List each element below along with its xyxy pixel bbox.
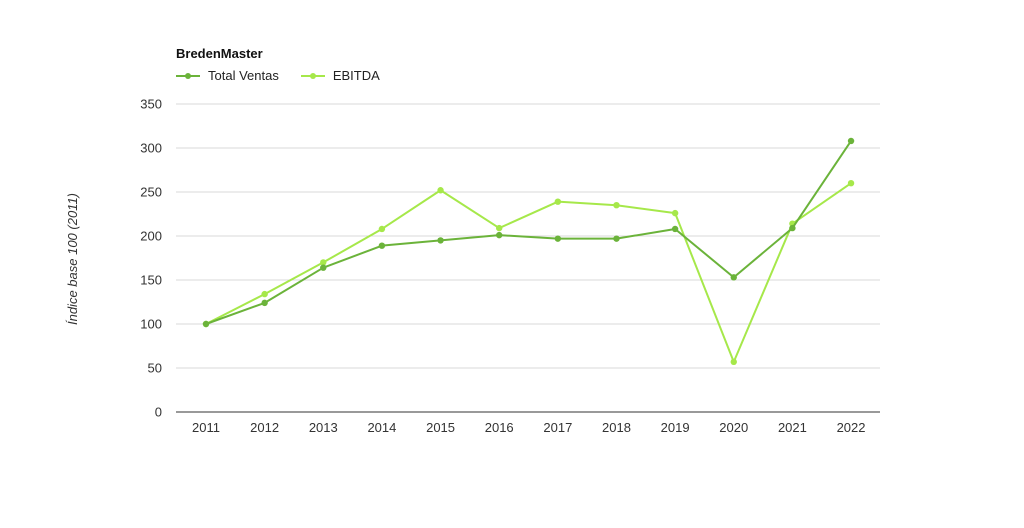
y-tick-label: 150 xyxy=(140,273,162,288)
data-point-ebitda[interactable] xyxy=(730,358,737,366)
x-tick-label: 2022 xyxy=(837,420,866,435)
x-tick-label: 2014 xyxy=(367,420,396,435)
data-point-total-ventas[interactable] xyxy=(789,224,796,232)
data-point-total-ventas[interactable] xyxy=(671,225,679,233)
x-tick-label: 2019 xyxy=(661,420,690,435)
y-tick-label: 350 xyxy=(140,97,162,112)
legend-swatch-total-ventas xyxy=(176,70,200,82)
y-tick-label: 50 xyxy=(148,361,162,376)
x-tick-label: 2015 xyxy=(426,420,455,435)
x-tick-label: 2020 xyxy=(719,420,748,435)
y-tick-label: 0 xyxy=(155,405,162,420)
data-point-total-ventas[interactable] xyxy=(730,274,737,281)
y-tick-label: 300 xyxy=(140,141,162,156)
y-tick-label: 100 xyxy=(140,317,162,332)
data-point-total-ventas[interactable] xyxy=(613,235,620,242)
data-point-ebitda[interactable] xyxy=(496,224,503,232)
x-tick-label: 2017 xyxy=(543,420,572,435)
legend-title: BredenMaster xyxy=(176,46,263,61)
data-point-ebitda[interactable] xyxy=(847,180,855,187)
data-point-total-ventas[interactable] xyxy=(261,299,268,307)
data-point-ebitda[interactable] xyxy=(320,259,327,266)
data-point-total-ventas[interactable] xyxy=(496,231,503,239)
data-point-total-ventas[interactable] xyxy=(320,264,327,271)
data-point-total-ventas[interactable] xyxy=(437,237,444,244)
series xyxy=(202,137,855,366)
x-tick-label: 2011 xyxy=(192,420,220,435)
data-point-ebitda[interactable] xyxy=(378,225,386,233)
series-line-total-ventas xyxy=(205,140,852,325)
x-tick-label: 2012 xyxy=(250,420,279,435)
data-point-ebitda[interactable] xyxy=(554,198,562,205)
legend: Total Ventas EBITDA xyxy=(176,68,402,83)
series-line-ebitda xyxy=(205,182,852,363)
legend-label-total-ventas: Total Ventas xyxy=(208,68,279,83)
data-point-total-ventas[interactable] xyxy=(378,242,386,249)
y-tick-label: 200 xyxy=(140,229,162,244)
x-tick-label: 2016 xyxy=(485,420,514,435)
legend-label-ebitda: EBITDA xyxy=(332,68,380,83)
x-tick-labels: 2011 2012 2013 2014 2015 2016 2017 2018 2019 2020… xyxy=(192,420,865,435)
legend-swatch-ebitda xyxy=(300,70,325,82)
data-point-ebitda[interactable] xyxy=(261,290,268,298)
data-point-ebitda[interactable] xyxy=(437,187,444,194)
y-axis-label: Índice base 100 (2011) xyxy=(65,193,80,325)
legend-item-total-ventas[interactable]: Total Ventas xyxy=(176,68,279,83)
x-tick-label: 2021 xyxy=(778,420,807,435)
y-tick-labels: 0 50 100 150 200 250 300 350 xyxy=(140,97,162,420)
y-tick-label: 250 xyxy=(140,185,162,200)
x-tick-label: 2013 xyxy=(309,420,338,435)
data-point-total-ventas[interactable] xyxy=(847,137,855,145)
data-point-total-ventas[interactable] xyxy=(554,235,562,242)
data-point-total-ventas[interactable] xyxy=(202,320,210,328)
x-tick-label: 2018 xyxy=(602,420,631,435)
legend-item-ebitda[interactable]: EBITDA xyxy=(300,68,380,83)
data-point-ebitda[interactable] xyxy=(613,202,620,209)
data-point-ebitda[interactable] xyxy=(671,209,679,217)
